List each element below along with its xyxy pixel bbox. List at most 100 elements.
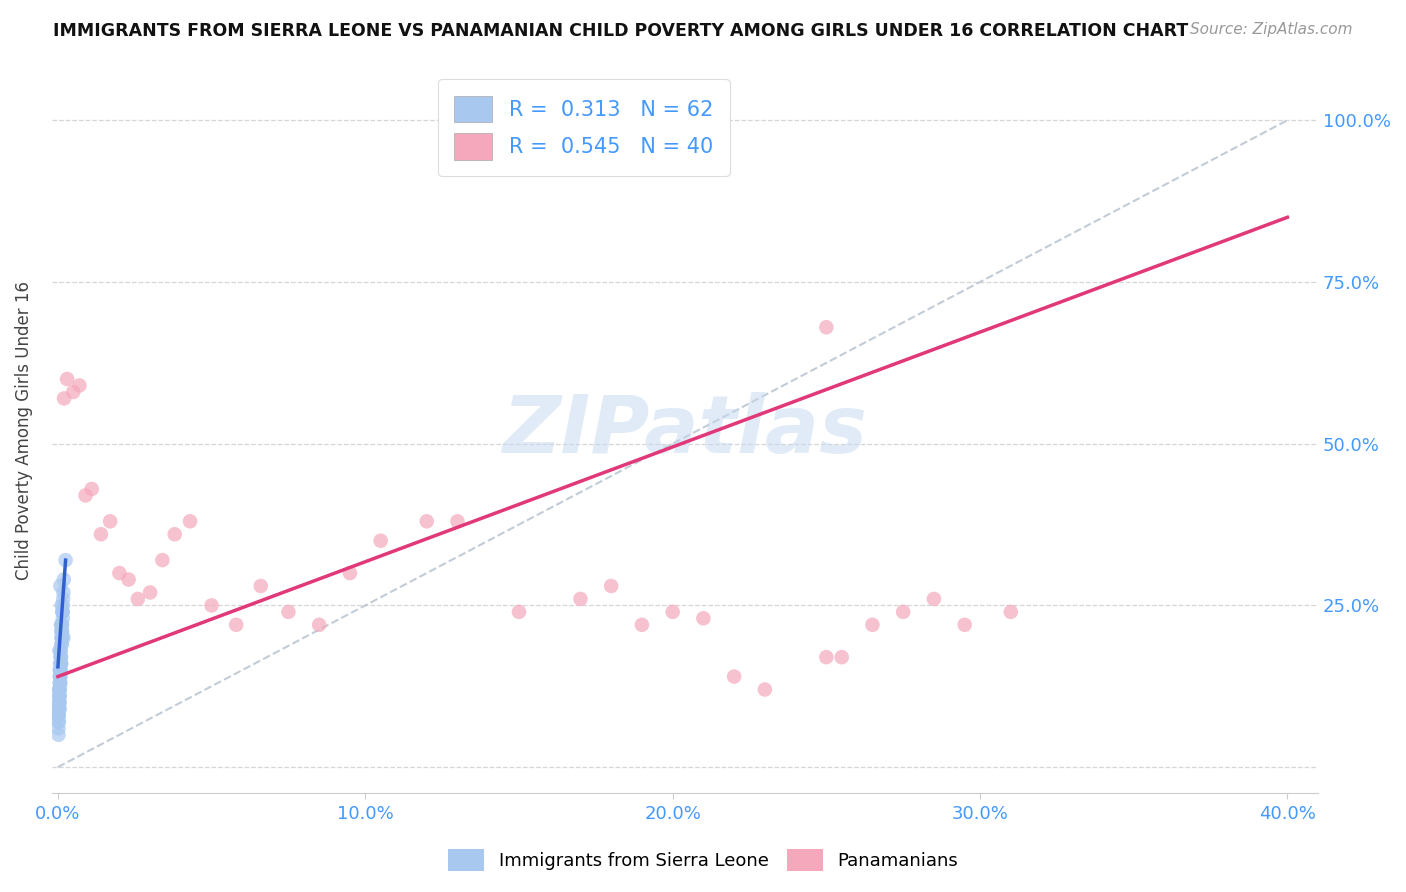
- Text: IMMIGRANTS FROM SIERRA LEONE VS PANAMANIAN CHILD POVERTY AMONG GIRLS UNDER 16 CO: IMMIGRANTS FROM SIERRA LEONE VS PANAMANI…: [53, 22, 1188, 40]
- Point: [75, 488, 97, 502]
- Point: [52, 585, 75, 599]
- Point: [815, 320, 838, 334]
- Point: [51, 624, 73, 639]
- Point: [200, 599, 222, 613]
- Point: [51, 631, 73, 645]
- Point: [600, 579, 623, 593]
- Point: [339, 566, 361, 580]
- Point: [48, 708, 70, 723]
- Point: [49, 643, 72, 657]
- Point: [754, 682, 776, 697]
- Point: [117, 573, 139, 587]
- Point: [723, 669, 745, 683]
- Point: [52, 591, 75, 606]
- Point: [49, 650, 72, 665]
- Text: ZIPatlas: ZIPatlas: [502, 392, 868, 470]
- Point: [98, 514, 121, 528]
- Point: [139, 585, 162, 599]
- Point: [179, 514, 201, 528]
- Point: [48, 663, 70, 677]
- Point: [48, 689, 70, 703]
- Point: [48, 689, 70, 703]
- Point: [48, 714, 70, 729]
- Point: [631, 617, 654, 632]
- Point: [152, 553, 174, 567]
- Point: [52, 631, 75, 645]
- Point: [67, 378, 90, 392]
- Point: [163, 527, 186, 541]
- Point: [446, 514, 468, 528]
- Point: [48, 682, 70, 697]
- Point: [80, 482, 103, 496]
- Point: [49, 676, 72, 690]
- Legend: R =  0.313   N = 62, R =  0.545   N = 40: R = 0.313 N = 62, R = 0.545 N = 40: [437, 78, 730, 177]
- Point: [48, 721, 70, 735]
- Point: [277, 605, 299, 619]
- Point: [953, 617, 976, 632]
- Point: [48, 695, 70, 709]
- Point: [90, 527, 112, 541]
- Point: [127, 591, 149, 606]
- Point: [49, 669, 72, 683]
- Point: [862, 617, 884, 632]
- Point: [308, 617, 330, 632]
- Point: [49, 657, 72, 671]
- Point: [49, 657, 72, 671]
- Point: [52, 611, 75, 625]
- Point: [49, 650, 72, 665]
- Point: [416, 514, 439, 528]
- Point: [48, 714, 70, 729]
- Point: [49, 650, 72, 665]
- Point: [661, 605, 683, 619]
- Point: [55, 553, 77, 567]
- Point: [508, 605, 530, 619]
- Point: [1000, 605, 1022, 619]
- Point: [48, 695, 70, 709]
- Text: Source: ZipAtlas.com: Source: ZipAtlas.com: [1189, 22, 1353, 37]
- Point: [51, 617, 73, 632]
- Point: [49, 643, 72, 657]
- Point: [569, 591, 592, 606]
- Point: [49, 663, 72, 677]
- Point: [51, 599, 73, 613]
- Point: [51, 631, 73, 645]
- Point: [49, 657, 72, 671]
- Point: [62, 384, 84, 399]
- Point: [48, 669, 70, 683]
- Point: [52, 573, 75, 587]
- Point: [225, 617, 247, 632]
- Point: [48, 708, 70, 723]
- Point: [53, 392, 76, 406]
- Point: [48, 728, 70, 742]
- Point: [48, 682, 70, 697]
- Point: [51, 624, 73, 639]
- Point: [815, 650, 838, 665]
- Point: [49, 617, 72, 632]
- Point: [48, 702, 70, 716]
- Point: [51, 605, 73, 619]
- Point: [49, 657, 72, 671]
- Point: [370, 533, 392, 548]
- Point: [48, 689, 70, 703]
- Point: [49, 579, 72, 593]
- Point: [51, 631, 73, 645]
- Point: [891, 605, 914, 619]
- Point: [48, 708, 70, 723]
- Point: [108, 566, 131, 580]
- Point: [49, 663, 72, 677]
- Point: [51, 624, 73, 639]
- Point: [49, 676, 72, 690]
- Point: [48, 682, 70, 697]
- Point: [831, 650, 853, 665]
- Y-axis label: Child Poverty Among Girls Under 16: Child Poverty Among Girls Under 16: [15, 281, 32, 581]
- Point: [922, 591, 945, 606]
- Point: [48, 676, 70, 690]
- Point: [48, 682, 70, 697]
- Point: [51, 637, 73, 651]
- Point: [48, 702, 70, 716]
- Point: [51, 605, 73, 619]
- Point: [49, 669, 72, 683]
- Point: [52, 599, 75, 613]
- Legend: Immigrants from Sierra Leone, Panamanians: Immigrants from Sierra Leone, Panamanian…: [441, 842, 965, 879]
- Point: [51, 617, 73, 632]
